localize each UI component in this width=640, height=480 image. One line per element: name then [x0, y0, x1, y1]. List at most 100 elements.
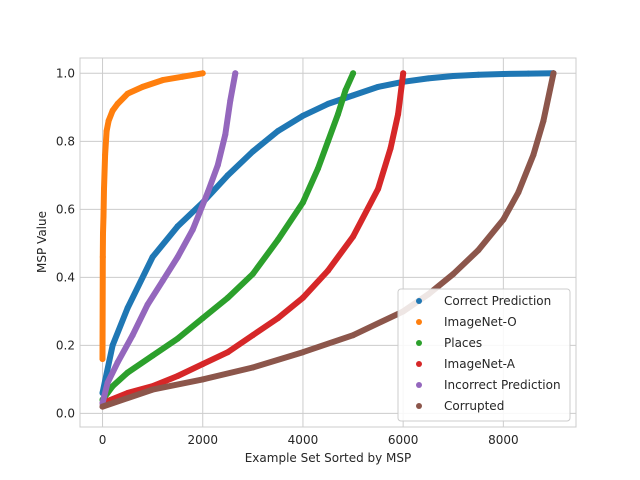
data-point [174, 223, 181, 230]
legend-marker [416, 340, 422, 346]
y-tick-label: 0.2 [56, 338, 75, 352]
legend-label: ImageNet-A [444, 357, 516, 371]
data-point [387, 145, 394, 152]
legend-marker [416, 298, 422, 304]
y-tick-label: 0.4 [56, 270, 75, 284]
data-point [375, 83, 382, 90]
series-incorrect-prediction [99, 70, 239, 407]
legend-marker [416, 361, 422, 367]
data-point [274, 315, 281, 322]
data-point [100, 230, 106, 237]
data-point [342, 87, 349, 94]
data-point [114, 100, 121, 107]
legend-label: Places [444, 336, 482, 350]
data-point [375, 185, 382, 192]
data-point [124, 90, 131, 97]
data-point [350, 92, 357, 99]
data-point [400, 70, 407, 77]
data-point [525, 70, 532, 77]
legend-label: ImageNet-O [444, 315, 517, 329]
data-point [179, 73, 186, 80]
data-point [227, 97, 234, 104]
data-point [530, 151, 537, 158]
data-point [159, 77, 166, 84]
data-point [249, 364, 256, 371]
data-point [204, 189, 211, 196]
data-point [450, 271, 457, 277]
data-point [325, 267, 331, 274]
data-point [475, 71, 482, 78]
y-tick-label: 0.8 [56, 134, 75, 148]
x-axis-label: Example Set Sorted by MSP [245, 451, 412, 465]
data-point [299, 112, 306, 119]
data-point [174, 254, 181, 260]
data-point [124, 369, 131, 376]
data-point [315, 165, 321, 172]
data-point [249, 332, 256, 339]
data-point [249, 271, 256, 277]
data-point [174, 335, 181, 342]
data-point [500, 71, 507, 77]
legend-item: Corrupted [416, 399, 504, 413]
legend-item: Incorrect Prediction [416, 378, 561, 392]
data-point [189, 226, 196, 233]
ticks: 0 2000 4000 6000 8000 0.0 0.2 0.4 0.6 0.8 1.0 [56, 66, 519, 447]
data-point [129, 332, 136, 339]
data-point [325, 100, 331, 107]
legend: Correct Prediction ImageNet-O Places ImageN… [397, 288, 571, 422]
legend-label: Incorrect Prediction [444, 378, 561, 392]
y-axis-label: MSP Value [35, 211, 49, 273]
x-tick-label: 0 [99, 433, 107, 447]
legend-box [397, 288, 571, 422]
data-point [299, 349, 306, 356]
data-point [109, 383, 116, 390]
legend-label: Corrupted [444, 399, 504, 413]
data-point [104, 379, 111, 386]
data-point [159, 277, 166, 284]
y-tick-label: 1.0 [56, 66, 75, 80]
legend-marker [416, 319, 422, 325]
data-point [124, 305, 131, 311]
legend-item: ImageNet-A [416, 357, 516, 371]
data-point [335, 111, 341, 118]
data-point [550, 70, 557, 77]
data-point [224, 294, 231, 301]
data-point [109, 107, 116, 114]
data-point [199, 376, 206, 383]
data-point [109, 342, 116, 349]
data-point [224, 349, 231, 356]
y-tick-label: 0.6 [56, 202, 75, 216]
data-point [249, 148, 256, 155]
data-point [475, 247, 482, 254]
legend-item: ImageNet-O [416, 315, 517, 329]
data-point [100, 213, 107, 220]
data-point [222, 131, 229, 138]
data-point [99, 403, 106, 410]
data-point [395, 111, 402, 118]
data-point [299, 199, 306, 206]
data-point [214, 162, 221, 169]
data-point [274, 128, 281, 135]
legend-marker [416, 382, 422, 388]
x-tick-label: 4000 [288, 433, 319, 447]
data-point [274, 236, 281, 243]
data-point [500, 216, 507, 223]
data-point [350, 332, 357, 339]
data-point [114, 359, 121, 366]
series-imagenet-o [99, 70, 206, 362]
data-point [540, 117, 547, 124]
data-point [350, 233, 357, 240]
x-tick-label: 8000 [488, 433, 519, 447]
y-tick-label: 0.0 [56, 406, 75, 420]
data-point [199, 361, 206, 368]
x-tick-label: 6000 [388, 433, 419, 447]
series-line [99, 70, 557, 396]
data-point [149, 386, 156, 393]
legend-marker [416, 403, 422, 409]
data-point [232, 70, 239, 77]
data-point [199, 315, 206, 322]
data-point [101, 185, 107, 192]
data-point [199, 70, 206, 77]
legend-label: Correct Prediction [444, 294, 551, 308]
